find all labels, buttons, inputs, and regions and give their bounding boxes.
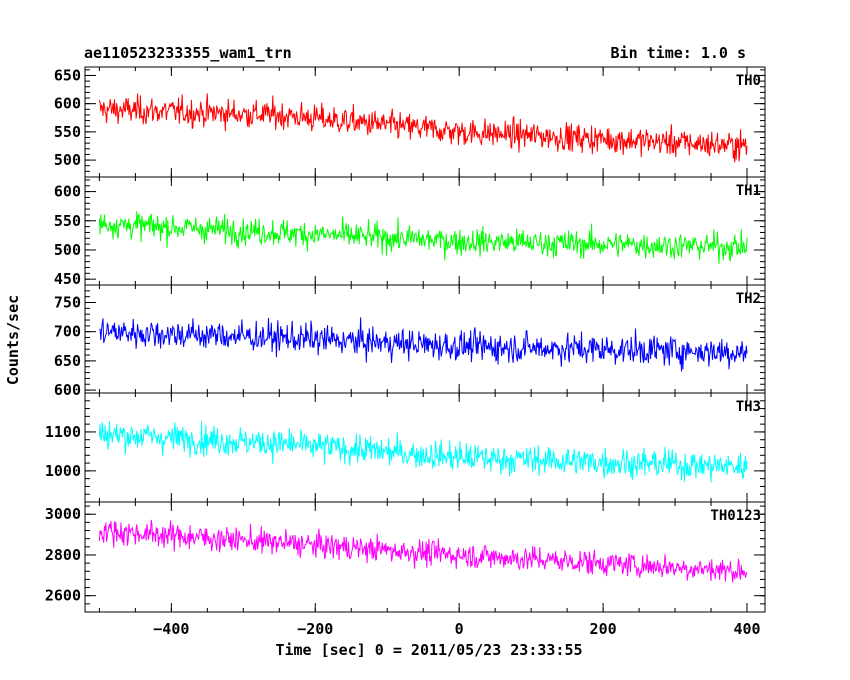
x-tick-label: −400: [153, 620, 189, 638]
y-tick-label: 450: [54, 270, 81, 288]
panel-th2: 600 650 700 750 TH2: [54, 284, 766, 399]
series-line-th1: [98, 211, 748, 264]
y-tick-label: 650: [54, 352, 81, 370]
y-tick-label: 1100: [45, 423, 81, 441]
panel-frame: [84, 392, 766, 503]
y-tick-label: 700: [54, 323, 81, 341]
series-line-th0: [98, 93, 748, 163]
y-tick-label: 1000: [45, 462, 81, 480]
y-tick-label: 600: [54, 183, 81, 201]
panel-th0: 500 550 600 650 TH0: [54, 66, 766, 178]
chart-title: ae110523233355_wam1_trn: [84, 44, 292, 62]
y-tick-label: 500: [54, 151, 81, 169]
y-tick-label: 750: [54, 294, 81, 312]
y-axis-label: Counts/sec: [4, 295, 22, 385]
panel-label-th0: TH0: [736, 73, 761, 89]
panel-label-th3: TH3: [736, 399, 761, 415]
series-line-th3: [98, 420, 748, 483]
panel-frame: [84, 284, 766, 394]
x-tick-label: 200: [590, 620, 617, 638]
panel-label-th1: TH1: [736, 183, 761, 199]
y-tick-label: 2600: [45, 587, 81, 605]
panel-frame: [84, 501, 766, 613]
y-tick-label: 600: [54, 381, 81, 399]
series-line-th0123: [98, 519, 748, 583]
series-line-th2: [99, 317, 748, 372]
x-tick-label: 0: [455, 620, 464, 638]
panel-label-th2: TH2: [736, 291, 761, 307]
x-tick-label: −200: [297, 620, 333, 638]
y-tick-label: 3000: [45, 505, 81, 523]
panel-th3: 1000 1100 TH3: [45, 392, 766, 503]
y-tick-label: 2800: [45, 546, 81, 564]
x-axis-label: Time [sec] 0 = 2011/05/23 23:33:55: [275, 641, 582, 659]
bin-time-label: Bin time: 1.0 s: [610, 44, 746, 62]
panel-frame: [84, 176, 766, 286]
x-tick-label: 400: [733, 620, 760, 638]
y-tick-label: 550: [54, 212, 81, 230]
y-tick-label: 550: [54, 123, 81, 141]
panel-label-th0123: TH0123: [710, 508, 761, 524]
y-tick-label: 650: [54, 66, 81, 84]
panel-th0123: 2600 2800 3000 TH0123: [45, 501, 766, 613]
y-tick-label: 500: [54, 241, 81, 259]
panel-th1: 450 500 550 600 TH1: [54, 176, 766, 288]
y-tick-label: 600: [54, 95, 81, 113]
